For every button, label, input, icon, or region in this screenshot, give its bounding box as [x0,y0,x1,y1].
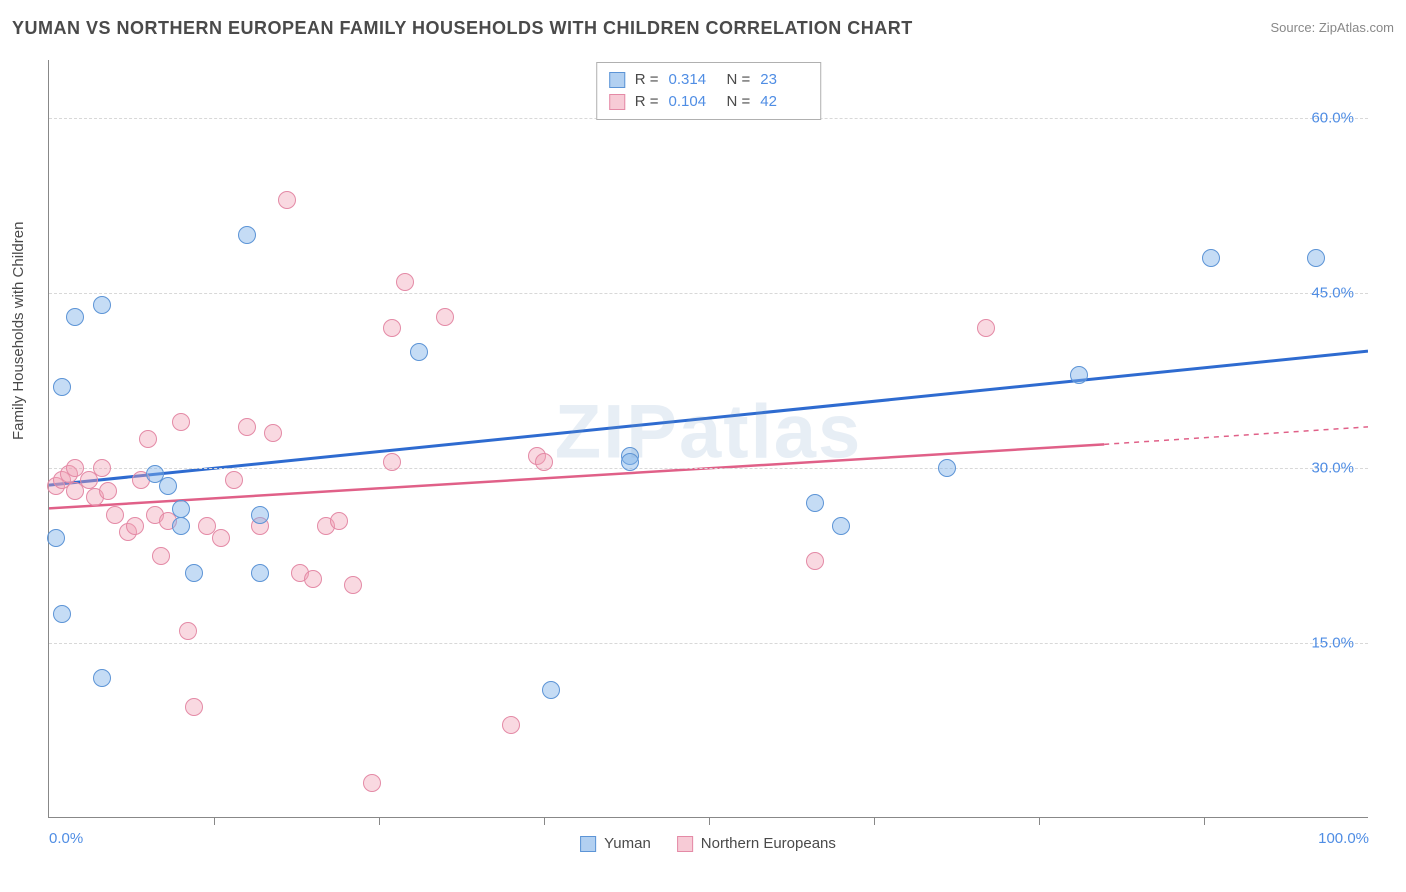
data-point [238,418,256,436]
data-point [172,413,190,431]
data-point [1202,249,1220,267]
data-point [621,453,639,471]
x-tick-label: 100.0% [1318,830,1369,847]
data-point [264,424,282,442]
source-attribution: Source: ZipAtlas.com [1270,20,1394,35]
data-point [542,681,560,699]
x-tick [379,817,380,825]
n-label: N = [727,69,751,91]
data-point [251,564,269,582]
legend-stats-row: R = 0.314 N = 23 [609,69,809,91]
x-tick-label: 0.0% [49,830,83,847]
data-point [152,547,170,565]
y-tick-label: 45.0% [1311,285,1354,302]
data-point [396,273,414,291]
y-tick-label: 60.0% [1311,110,1354,127]
data-point [53,605,71,623]
swatch-pink-icon [609,94,625,110]
watermark: ZIPatlas [555,388,862,475]
data-point [53,378,71,396]
data-point [363,774,381,792]
chart-title: YUMAN VS NORTHERN EUROPEAN FAMILY HOUSEH… [12,18,913,38]
x-tick [874,817,875,825]
r-label: R = [635,69,659,91]
data-point [806,552,824,570]
data-point [66,308,84,326]
data-point [436,308,454,326]
y-tick-label: 15.0% [1311,635,1354,652]
n-label: N = [727,91,751,113]
plot-area: ZIPatlas R = 0.314 N = 23 R = 0.104 N = … [48,60,1368,818]
x-tick [214,817,215,825]
data-point [172,500,190,518]
data-point [977,319,995,337]
data-point [179,622,197,640]
gridline [49,293,1368,294]
legend-label: Yuman [604,835,651,852]
legend-item-northern-europeans: Northern Europeans [677,835,836,852]
data-point [47,529,65,547]
r-label: R = [635,91,659,113]
data-point [832,517,850,535]
n-value: 23 [760,69,808,91]
x-tick [709,817,710,825]
data-point [535,453,553,471]
data-point [225,471,243,489]
gridline [49,643,1368,644]
data-point [344,576,362,594]
data-point [93,459,111,477]
legend-item-yuman: Yuman [580,835,651,852]
data-point [383,453,401,471]
data-point [1070,366,1088,384]
plot-container: ZIPatlas R = 0.314 N = 23 R = 0.104 N = … [48,60,1368,818]
legend-label: Northern Europeans [701,835,836,852]
swatch-pink-icon [677,836,693,852]
data-point [139,430,157,448]
y-tick-label: 30.0% [1311,460,1354,477]
data-point [185,698,203,716]
gridline [49,468,1368,469]
r-value: 0.314 [669,69,717,91]
legend-series: Yuman Northern Europeans [580,835,836,852]
x-tick [1039,817,1040,825]
data-point [99,482,117,500]
data-point [106,506,124,524]
swatch-blue-icon [580,836,596,852]
trend-lines [49,60,1368,817]
data-point [278,191,296,209]
data-point [806,494,824,512]
y-axis-label: Family Households with Children [10,222,27,440]
data-point [93,296,111,314]
data-point [93,669,111,687]
swatch-blue-icon [609,72,625,88]
x-tick [1204,817,1205,825]
data-point [938,459,956,477]
data-point [126,517,144,535]
data-point [1307,249,1325,267]
data-point [304,570,322,588]
data-point [502,716,520,734]
legend-stats: R = 0.314 N = 23 R = 0.104 N = 42 [596,62,822,120]
data-point [251,506,269,524]
legend-stats-row: R = 0.104 N = 42 [609,91,809,113]
r-value: 0.104 [669,91,717,113]
data-point [330,512,348,530]
data-point [238,226,256,244]
n-value: 42 [760,91,808,113]
data-point [212,529,230,547]
x-tick [544,817,545,825]
data-point [185,564,203,582]
chart-header: YUMAN VS NORTHERN EUROPEAN FAMILY HOUSEH… [12,18,1394,48]
data-point [410,343,428,361]
data-point [146,465,164,483]
data-point [383,319,401,337]
data-point [172,517,190,535]
